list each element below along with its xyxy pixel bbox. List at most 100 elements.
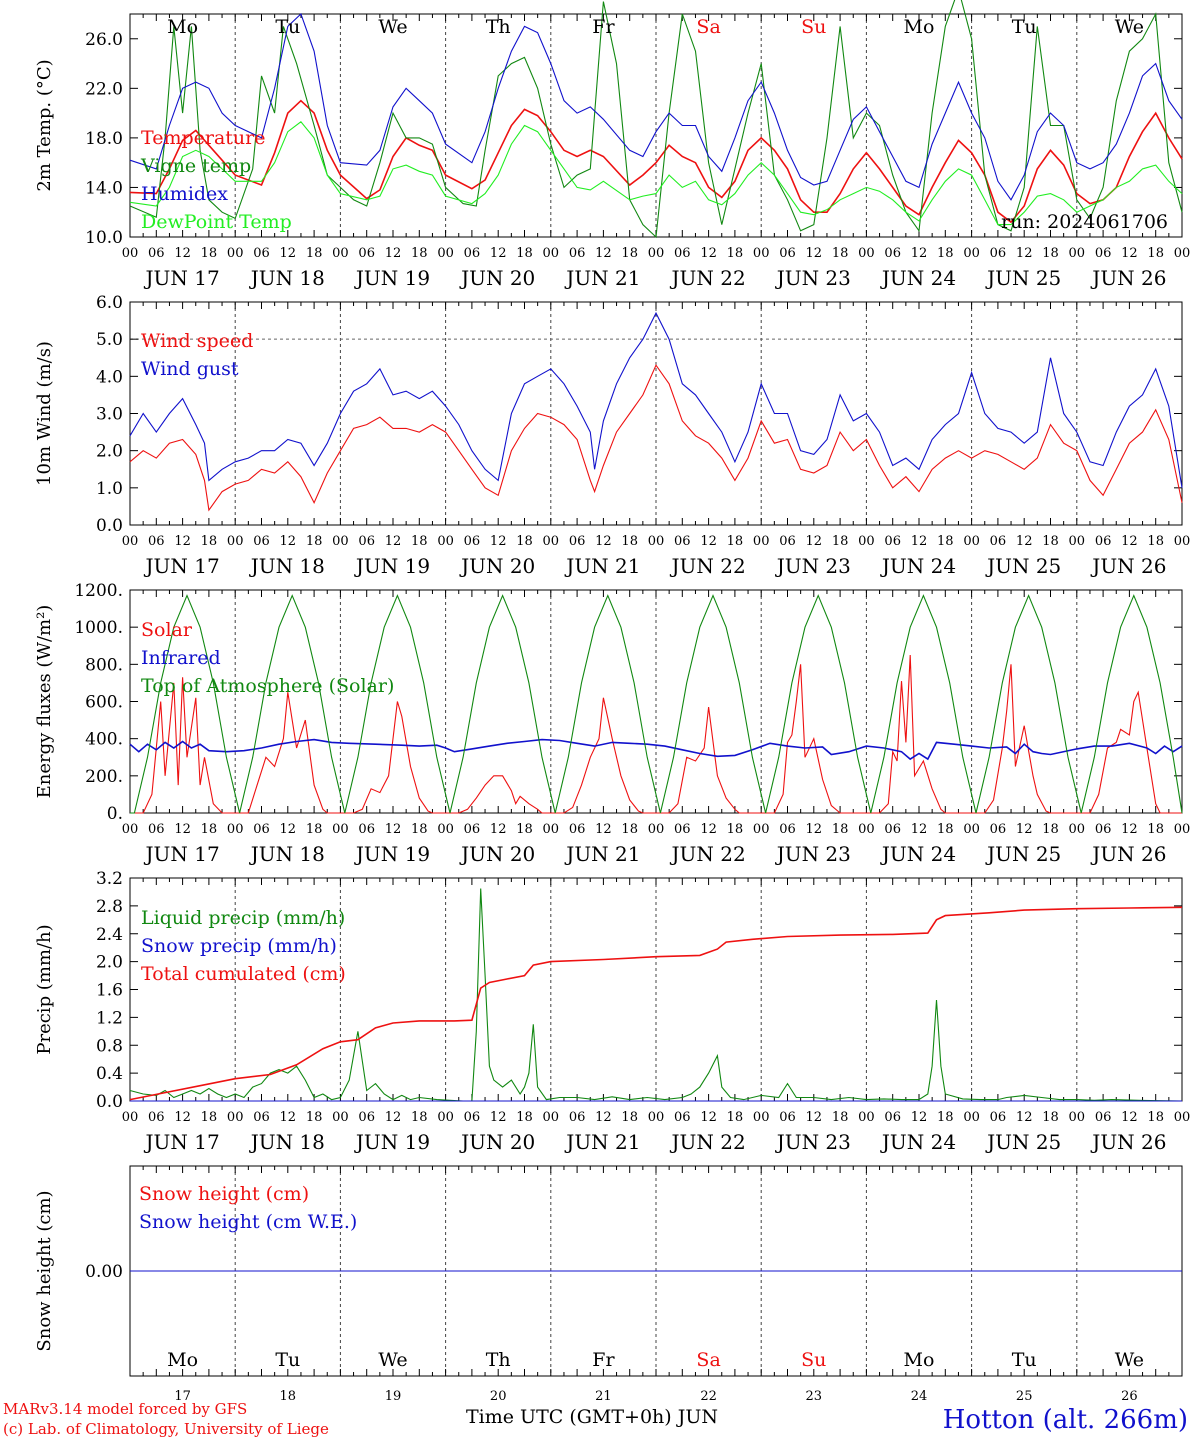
weekday-label: Fr — [592, 16, 615, 38]
weekday-label: Th — [486, 1349, 511, 1371]
y-tick-label: 22.0 — [85, 79, 123, 99]
y-tick-label: 26.0 — [85, 30, 123, 50]
y-axis-label: Energy fluxes (W/m²) — [34, 605, 55, 799]
y-tick-label: 1.2 — [96, 1008, 123, 1028]
weekday-label: Mo — [904, 1349, 935, 1371]
hour-label: 00 — [1174, 246, 1191, 261]
weekday-label: Th — [486, 16, 511, 38]
hour-label: 18 — [1042, 822, 1059, 837]
date-label: JUN 17 — [144, 554, 220, 578]
date-label: JUN 20 — [459, 266, 535, 290]
y-tick-label: 3.2 — [96, 869, 123, 889]
date-label: JUN 18 — [249, 554, 325, 578]
weekday-label: Tu — [1012, 1349, 1037, 1371]
hour-label: 18 — [1042, 534, 1059, 549]
footer-model: MARv3.14 model forced by GFS — [3, 1400, 247, 1418]
hour-label: 18 — [516, 1110, 533, 1125]
hour-label: 12 — [280, 1110, 297, 1125]
y-tick-label: 3.0 — [96, 405, 123, 425]
weekday-label: Sa — [696, 16, 720, 38]
weekday-label: Tu — [275, 16, 300, 38]
hour-label: 00 — [963, 534, 980, 549]
date-label: JUN 19 — [354, 266, 430, 290]
hour-label: 12 — [174, 534, 191, 549]
legend-entry: Snow height (cm) — [139, 1183, 309, 1205]
y-tick-label: 2.0 — [96, 953, 123, 973]
hour-label: 18 — [516, 822, 533, 837]
hour-label: 12 — [1121, 822, 1138, 837]
date-label: JUN 22 — [670, 266, 746, 290]
hour-label: 00 — [963, 822, 980, 837]
hour-label: 18 — [1147, 1110, 1164, 1125]
hour-label: 00 — [227, 1110, 244, 1125]
hour-label: 00 — [1069, 246, 1086, 261]
y-tick-label: 200. — [85, 767, 123, 787]
date-label: JUN 18 — [249, 1130, 325, 1154]
hour-label: 00 — [753, 822, 770, 837]
date-label: JUN 23 — [775, 1130, 851, 1154]
hour-label: 06 — [884, 822, 901, 837]
hour-label: 18 — [727, 534, 744, 549]
series-line-top-of-atmosphere-solar — [130, 594, 1183, 814]
hour-label: 12 — [1121, 246, 1138, 261]
hour-label: 12 — [1016, 822, 1033, 837]
weekday-label: Sa — [696, 1349, 720, 1371]
hour-label: 12 — [174, 822, 191, 837]
hour-label: 00 — [122, 1110, 139, 1125]
legend-entry: Vigne temp — [140, 155, 251, 177]
hour-label: 18 — [832, 1110, 849, 1125]
hour-label: 06 — [990, 822, 1007, 837]
date-label: JUN 19 — [354, 1130, 430, 1154]
legend-entry: Top of Atmosphere (Solar) — [141, 675, 394, 697]
series-line-dewpoint-temp — [129, 121, 1183, 226]
hour-label: 00 — [543, 1110, 560, 1125]
day-number: 24 — [911, 1389, 928, 1404]
hour-label: 00 — [858, 534, 875, 549]
hour-label: 06 — [569, 534, 586, 549]
legend-entry: DewPoint Temp — [141, 211, 292, 233]
hour-label: 12 — [1016, 1110, 1033, 1125]
weekday-label: Su — [801, 1349, 826, 1371]
hour-label: 12 — [806, 246, 823, 261]
hour-label: 18 — [621, 534, 638, 549]
plot-frame — [129, 301, 1183, 526]
hour-label: 12 — [700, 246, 717, 261]
hour-label: 06 — [464, 1110, 481, 1125]
hour-label: 06 — [464, 534, 481, 549]
day-number: 17 — [174, 1389, 191, 1404]
hour-label: 06 — [990, 534, 1007, 549]
hour-label: 18 — [201, 822, 218, 837]
hour-label: 12 — [174, 246, 191, 261]
hour-label: 18 — [411, 1110, 428, 1125]
hour-label: 12 — [595, 1110, 612, 1125]
hour-label: 00 — [332, 246, 349, 261]
hour-label: 18 — [411, 534, 428, 549]
hour-label: 06 — [569, 246, 586, 261]
hour-label: 06 — [569, 822, 586, 837]
series-line-wind-gust — [129, 311, 1183, 488]
hour-label: 00 — [122, 822, 139, 837]
hour-label: 12 — [806, 822, 823, 837]
hour-label: 00 — [437, 1110, 454, 1125]
series-line-solar — [130, 654, 1182, 814]
date-label: JUN 17 — [144, 842, 220, 866]
hour-label: 06 — [1095, 246, 1112, 261]
legend-entry: Temperature — [141, 127, 265, 149]
weekday-label: Tu — [1012, 16, 1037, 38]
date-label: JUN 23 — [775, 266, 851, 290]
y-axis-label: 10m Wind (m/s) — [34, 341, 55, 486]
hour-label: 00 — [1174, 534, 1191, 549]
hour-label: 18 — [621, 246, 638, 261]
date-label: JUN 26 — [1090, 554, 1166, 578]
y-tick-label: 0.4 — [96, 1064, 123, 1084]
hour-label: 00 — [1069, 1110, 1086, 1125]
hour-label: 12 — [1121, 534, 1138, 549]
hour-label: 18 — [1147, 822, 1164, 837]
hour-label: 12 — [490, 822, 507, 837]
x-axis-label: Time UTC (GMT+0h) JUN — [466, 1406, 718, 1428]
hour-label: 12 — [280, 246, 297, 261]
hour-label: 00 — [543, 534, 560, 549]
legend-entry: Snow precip (mm/h) — [141, 935, 337, 957]
series-line-total-cumulated-cm — [129, 906, 1183, 1101]
date-label: JUN 23 — [775, 554, 851, 578]
